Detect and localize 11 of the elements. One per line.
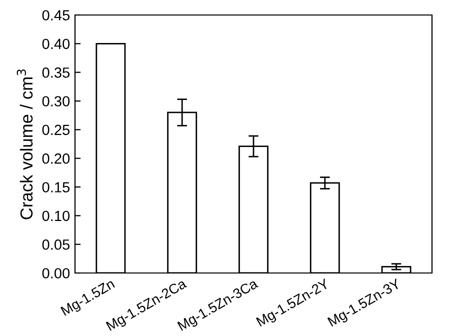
y-tick-label: 0.40 xyxy=(42,38,70,50)
y-tick-label: 0.35 xyxy=(42,67,70,78)
y-tick-label: 0.45 xyxy=(42,10,70,20)
y-tick-label: 0.10 xyxy=(42,210,70,222)
y-tick-label: 0.30 xyxy=(42,96,70,106)
y-tick-label: 0.00 xyxy=(42,268,70,278)
y-axis-title: Crack volume / cm$^{3}$ xyxy=(16,69,33,220)
y-tick-label: 0.20 xyxy=(42,153,70,164)
y-tick-label: 0.15 xyxy=(42,182,70,192)
y-tick-label: 0.25 xyxy=(42,124,70,136)
y-tick-label: 0.05 xyxy=(42,239,70,250)
